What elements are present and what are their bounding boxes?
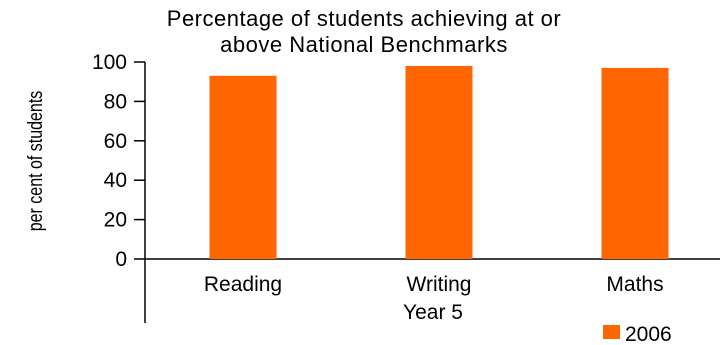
y-tick-label: 80 [104,90,127,113]
x-tick-label: Maths [606,273,663,296]
legend-swatch [603,325,620,339]
legend-label: 2006 [625,323,672,345]
chart-title-line-1: Percentage of students achieving at or [166,6,562,31]
y-tick-label: 0 [115,248,127,271]
chart-title-line-2: above National Benchmarks [220,32,508,57]
bar-maths [601,67,669,259]
y-tick-label: 20 [104,209,127,232]
y-axis-label: per cent of students [24,91,46,232]
x-tick-label: Reading [204,273,282,296]
y-tick-label: 100 [92,51,127,74]
bar-reading [209,75,277,259]
x-axis-label: Year 5 [403,301,463,324]
bar-writing [405,65,473,259]
x-tick-label: Writing [407,273,472,296]
y-tick-label: 40 [104,169,127,192]
y-tick-label: 60 [104,130,127,153]
